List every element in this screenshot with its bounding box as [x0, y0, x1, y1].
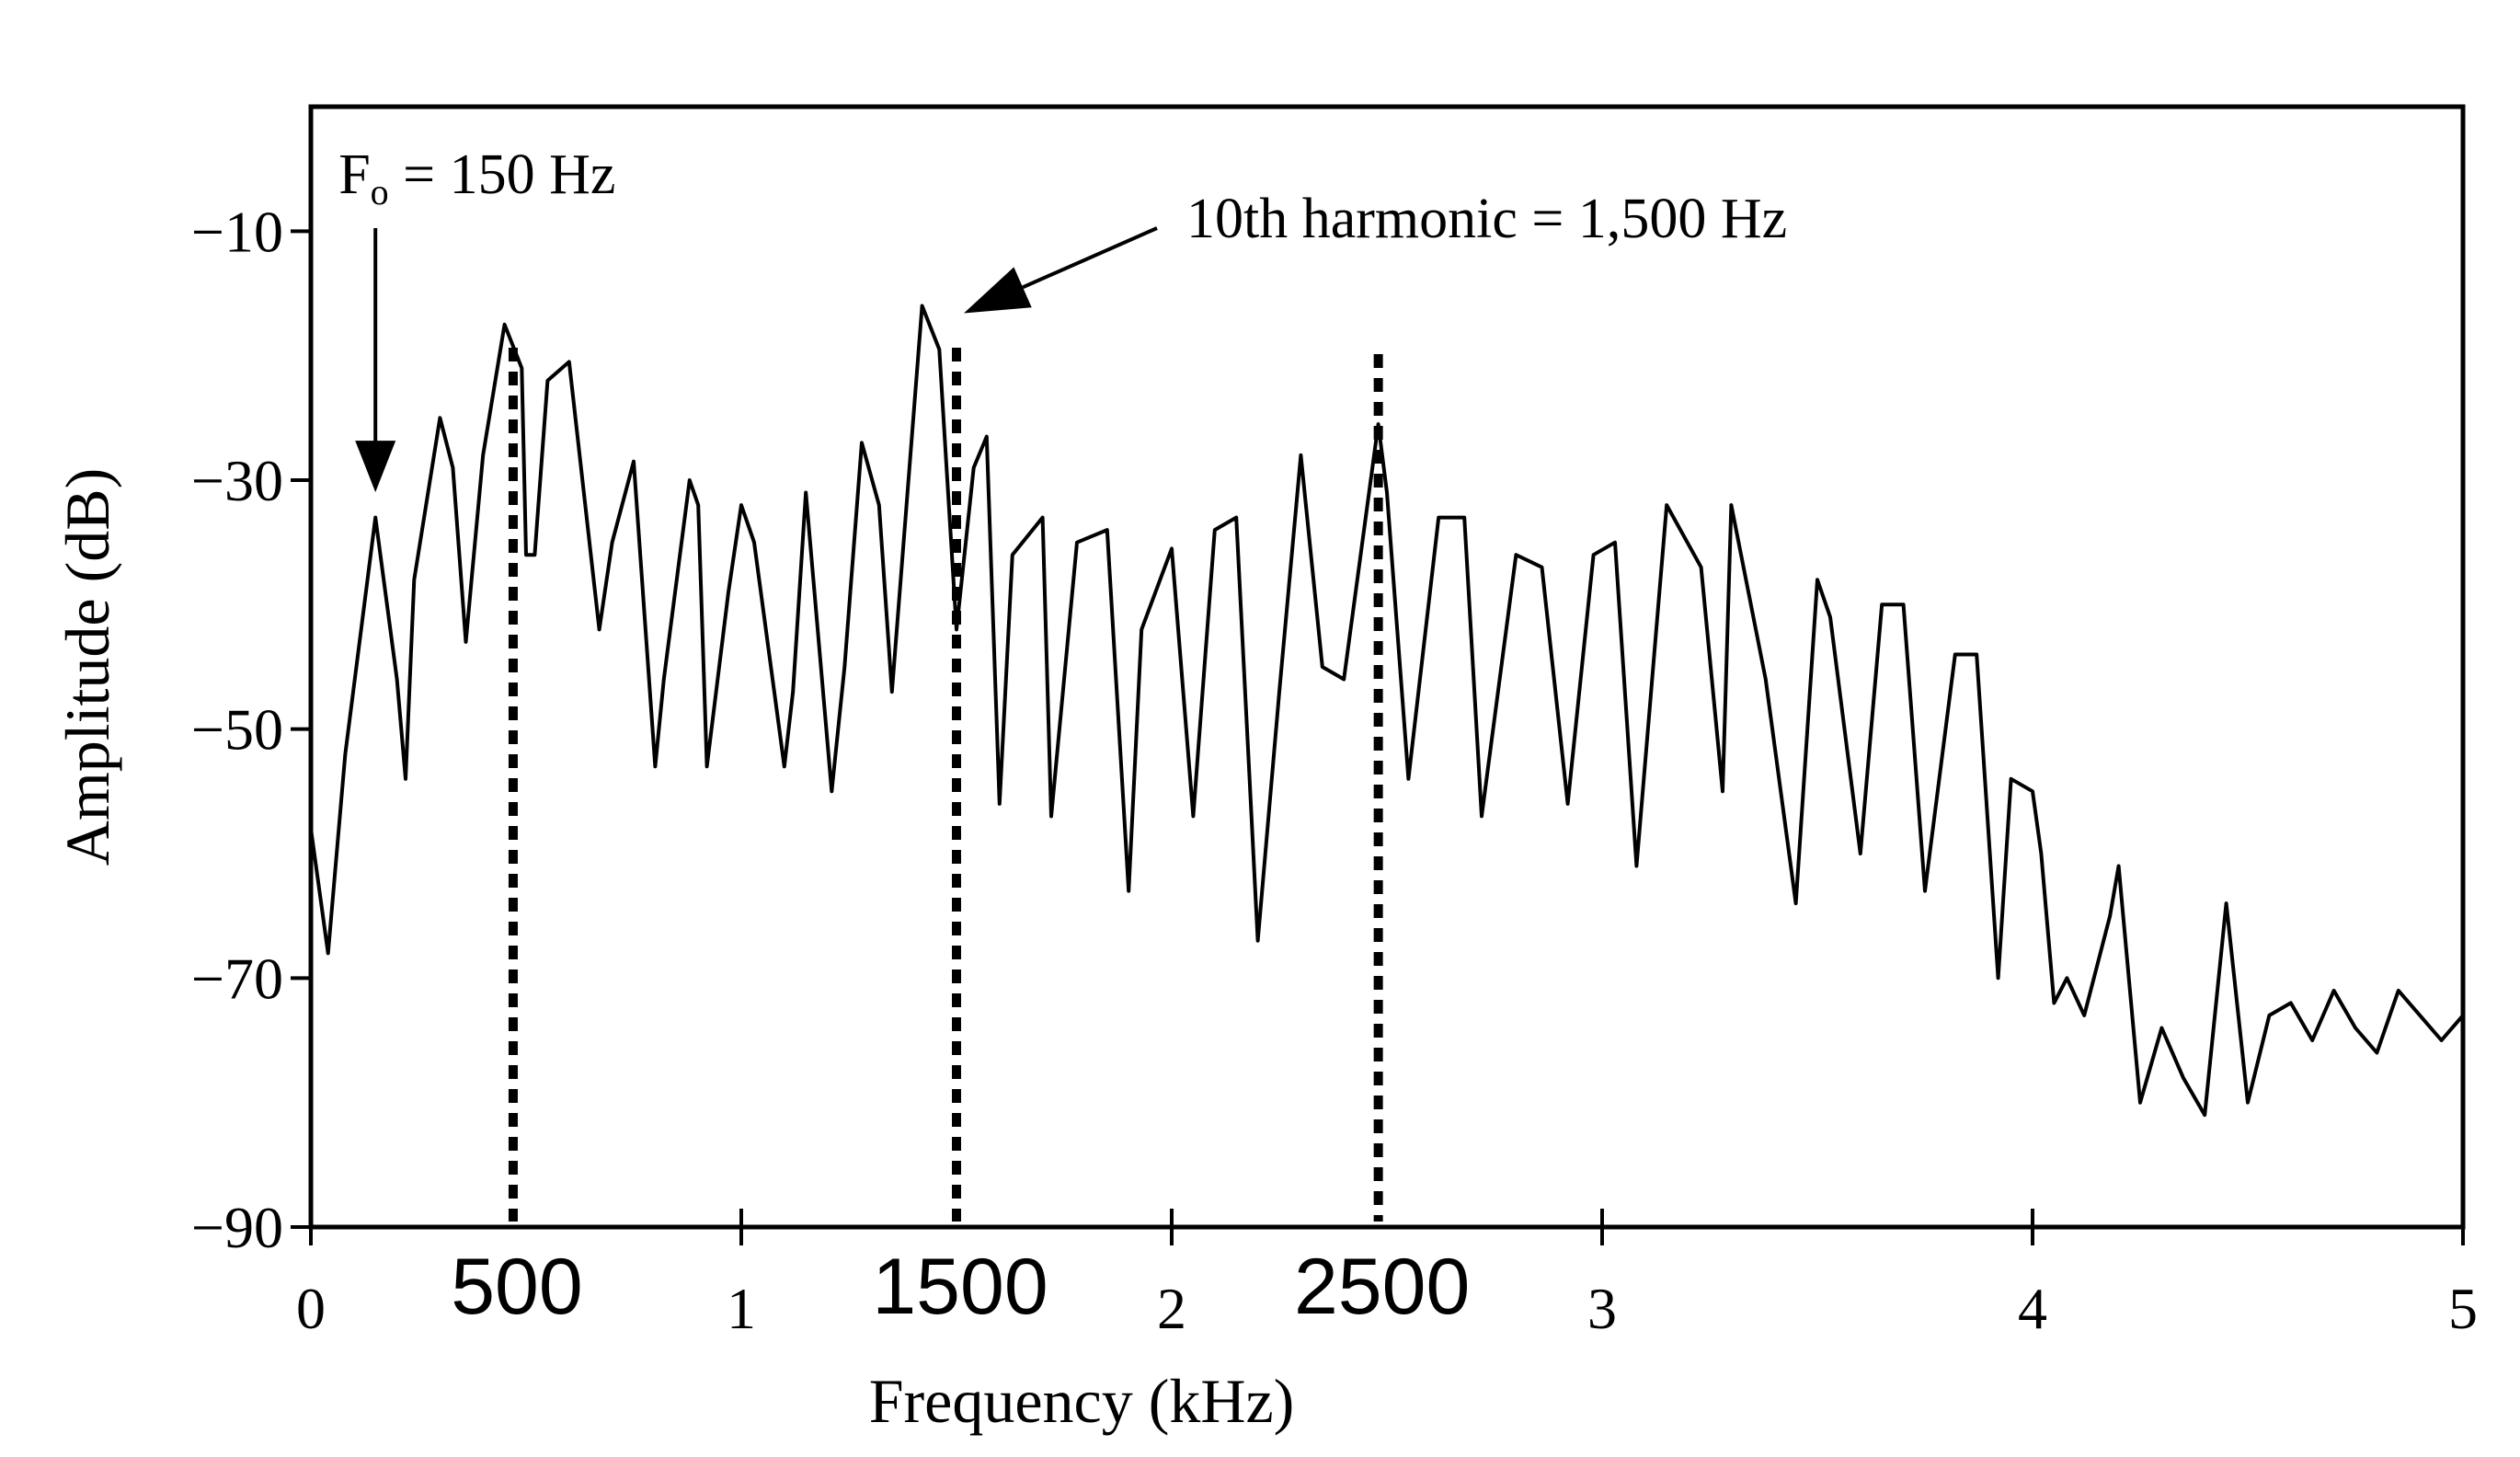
x-tick-label: 3	[1587, 1276, 1617, 1341]
x-tick-label: 2	[1157, 1276, 1186, 1341]
harmonic10-label: 10th harmonic = 1,500 Hz	[1186, 188, 1787, 250]
x-tick-label: 4	[2018, 1276, 2047, 1341]
y-tick-label: −10	[191, 199, 283, 264]
harmonic10-annotation: 10th harmonic = 1,500 Hz	[964, 188, 1787, 314]
f0-arrow-head	[355, 441, 396, 493]
y-tick-label: −90	[191, 1195, 283, 1260]
y-tick-label: −50	[191, 697, 283, 763]
f0-label-rest: = 150 Hz	[389, 143, 616, 206]
f0-label-main: F	[338, 143, 370, 206]
x-tick-label: 5	[2448, 1276, 2478, 1341]
f0-label: Fo = 150 Hz	[338, 143, 615, 212]
marker-label: 2500	[1294, 1243, 1470, 1331]
x-tick-label: 1	[727, 1276, 756, 1341]
x-tick-label: 0	[296, 1276, 326, 1341]
f0-annotation: Fo = 150 Hz	[338, 143, 615, 493]
marker-label: 1500	[872, 1243, 1048, 1331]
y-axis-ticks: −10 −30 −50 −70 −90	[191, 199, 311, 1260]
x-axis-ticks: 0 1 2 3 4 5	[296, 1209, 2478, 1341]
y-tick-label: −30	[191, 448, 283, 513]
marker-lines: 500 1500 2500	[451, 348, 1470, 1331]
harmonic10-arrow-shaft	[1022, 226, 1158, 290]
y-axis-label: Amplitude (dB)	[52, 468, 122, 866]
harmonic10-arrow-head	[964, 267, 1032, 314]
f0-label-sub: o	[371, 171, 389, 212]
plot-frame	[308, 104, 2466, 1230]
marker-label: 500	[451, 1243, 583, 1331]
spectrum-series-line	[309, 304, 2465, 1118]
x-axis-label: Frequency (kHz)	[869, 1366, 1295, 1436]
y-tick-label: −70	[191, 946, 283, 1011]
